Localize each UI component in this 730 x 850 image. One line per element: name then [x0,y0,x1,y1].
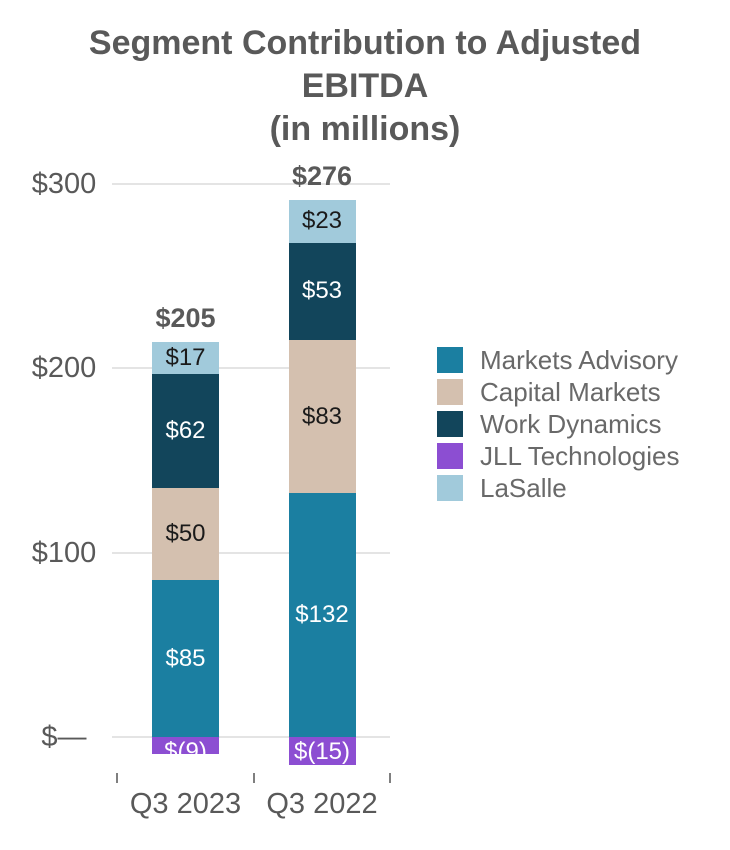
x-axis-category-label: Q3 2023 [129,788,242,820]
gridline-100 [112,551,390,554]
bar-segment: $17 [152,342,219,374]
chart-title-line-2: EBITDA [301,67,429,105]
bar-segment-value-label: $23 [301,207,343,235]
chart-title-line-3: (in millions) [269,110,461,148]
y-axis-tick-label: $100 [31,536,97,569]
x-axis-tick-mark [116,773,118,783]
bar-segment-value-label: $(9) [164,738,207,754]
gridline-200 [112,367,390,369]
legend-label: Capital Markets [480,377,661,407]
bar-segment: $(9) [152,737,219,754]
bar-segment-value-label: $(15) [293,738,351,765]
y-axis-tick-label: $200 [31,352,97,384]
bar-segment-value-label: $50 [165,520,206,548]
bar-segment-value-label: $17 [165,343,206,371]
bar-segment: $132 [288,493,356,737]
legend-row: Markets Advisory [437,347,679,373]
legend-swatch [437,347,463,373]
chart-title: Segment Contribution to Adjusted EBITDA … [0,22,730,151]
bar-segment-value-label: $132 [295,601,349,629]
bar-segment-value-label: $83 [301,402,343,430]
gridline-300 [112,182,390,185]
bar-total-label: $276 [291,161,353,192]
legend-swatch [437,475,463,501]
legend-label: Markets Advisory [480,345,678,375]
bar-segment: $62 [152,373,219,488]
legend-swatch [437,379,463,405]
y-axis-tick-label: $— [41,721,87,753]
bar-segment-value-label: $62 [165,416,206,444]
bar-segment: $50 [152,487,219,581]
gridline-0 [112,736,390,738]
bar-segment: $23 [288,200,356,243]
x-axis-tick-mark [389,773,391,783]
legend-label: JLL Technologies [480,441,680,471]
legend-swatch [437,443,463,469]
legend: Markets Advisory Capital Markets Work Dyna… [437,347,679,507]
bar-segment: $85 [152,580,219,737]
x-axis-tick-mark [252,773,255,783]
legend-row: JLL Technologies [437,443,679,469]
legend-row: Work Dynamics [437,411,679,437]
legend-label: LaSalle [480,473,567,503]
legend-row: LaSalle [437,475,679,501]
legend-swatch [437,411,463,437]
bar-segment: $83 [288,340,356,494]
chart-title-line-1: Segment Contribution to Adjusted [88,24,642,62]
bar-segment: $53 [288,242,356,341]
legend-row: Capital Markets [437,379,679,405]
bar-segment: $(15) [288,737,356,765]
bar-segment-value-label: $85 [165,644,206,672]
y-axis-tick-label: $300 [31,167,97,200]
bar-segment-value-label: $53 [301,277,343,305]
x-axis-category-label: Q3 2022 [266,788,378,820]
bar-total-label: $205 [155,303,216,334]
legend-label: Work Dynamics [480,409,662,439]
